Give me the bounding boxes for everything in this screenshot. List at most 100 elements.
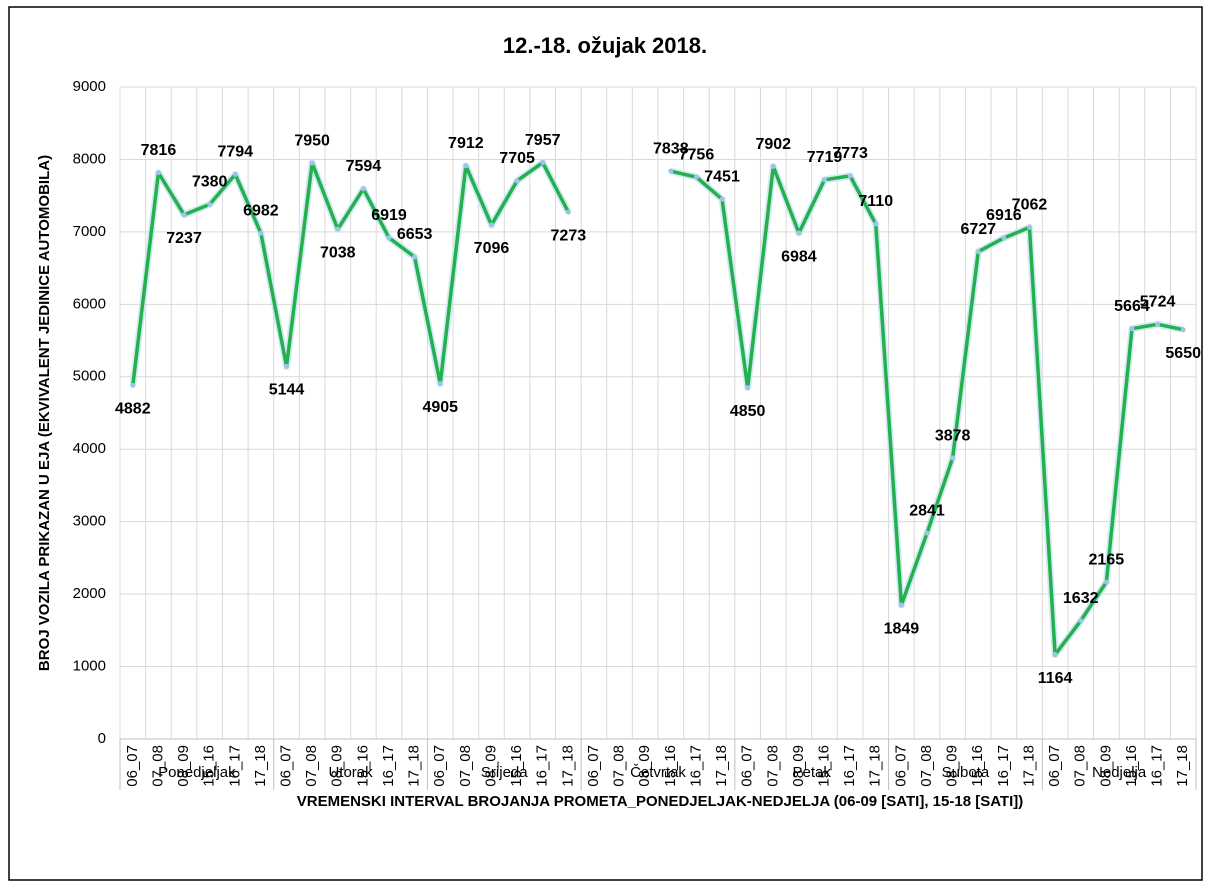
marker [207,201,213,207]
x-tick-label: 06_07 [585,745,602,787]
group-label: Nedjelja [1092,764,1147,781]
chart-title: 12.-18. ožujak 2018. [503,33,707,58]
data-label: 7038 [320,244,356,261]
x-tick-label: 08_09 [329,745,346,787]
data-label: 7794 [217,144,253,161]
marker [488,222,494,228]
group-label: Srijeda [481,764,528,781]
data-label: 7902 [755,136,791,153]
marker [924,530,930,536]
data-label: 7237 [166,230,202,247]
x-tick-label: 08_09 [636,745,653,787]
y-tick-label: 1000 [73,658,106,675]
data-label: 7705 [499,150,535,167]
marker [232,171,238,177]
data-label: 7912 [448,135,484,152]
marker [181,212,187,218]
x-tick-label: 17_18 [559,745,576,787]
data-label: 5144 [269,382,305,399]
x-tick-label: 06_07 [739,745,756,787]
x-tick-label: 16_17 [1149,745,1166,787]
y-tick-label: 4000 [73,440,106,457]
data-label: 5724 [1140,294,1176,311]
chart-border [8,6,1203,881]
x-tick-label: 06_07 [277,745,294,787]
marker [822,177,828,183]
data-label: 7838 [653,140,689,157]
x-tick-label: 16_17 [995,745,1012,787]
data-label: 2841 [909,502,945,519]
data-label: 1849 [884,620,920,637]
x-tick-label: 17_18 [1174,745,1191,787]
x-tick-label: 15_16 [815,745,832,787]
x-tick-label: 07_08 [611,745,628,787]
data-label: 7451 [704,168,740,185]
data-label: 2165 [1089,551,1125,568]
x-tick-label: 15_16 [969,745,986,787]
y-axis-label: BROJ VOZILA PRIKAZAN U EJA (EKVIVALENT J… [36,155,53,671]
marker [796,230,802,236]
marker [284,363,290,369]
x-tick-label: 06_07 [892,745,909,787]
y-tick-label: 9000 [73,78,106,95]
data-label: 6984 [781,248,817,265]
data-label: 7273 [551,227,587,244]
marker [1103,579,1109,585]
marker [847,173,853,179]
x-tick-label: 07_08 [149,745,166,787]
data-label: 7957 [525,132,561,149]
x-tick-label: 16_17 [380,745,397,787]
x-tick-label: 07_08 [764,745,781,787]
data-label: 7950 [294,132,330,149]
x-tick-label: 15_16 [1123,745,1140,787]
data-label: 1164 [1038,670,1073,687]
x-tick-label: 06_07 [1046,745,1063,787]
marker [1180,327,1186,333]
marker [1129,326,1135,332]
data-label: 4905 [422,399,458,416]
marker [514,178,520,184]
marker [130,382,136,388]
marker [873,221,879,227]
data-label: 6916 [986,207,1022,224]
x-tick-label: 08_09 [1097,745,1114,787]
x-tick-label: 06_07 [124,745,141,787]
marker [1026,224,1032,230]
data-label: 1632 [1063,590,1099,607]
marker [155,170,161,176]
x-tick-label: 08_09 [944,745,961,787]
marker [1001,235,1007,241]
data-label: 7110 [858,193,893,210]
marker [360,186,366,192]
x-axis-label: VREMENSKI INTERVAL BROJANJA PROMETA_PONE… [297,793,1024,810]
marker [1052,652,1058,658]
x-tick-label: 16_17 [841,745,858,787]
data-label: 7594 [346,158,382,175]
data-label: 7380 [192,174,228,191]
data-label: 5664 [1114,298,1150,315]
group-label: Utorak [328,764,373,781]
data-label: 7719 [807,149,843,166]
x-tick-label: 15_16 [201,745,218,787]
marker [309,160,315,166]
x-tick-label: 07_08 [918,745,935,787]
marker [1078,618,1084,624]
x-tick-label: 15_16 [662,745,679,787]
y-tick-label: 0 [98,730,106,747]
marker [565,209,571,215]
marker [335,226,341,232]
marker [719,196,725,202]
marker [770,164,776,170]
y-tick-label: 7000 [73,223,106,240]
data-label: 7816 [141,142,177,159]
group-label: Subota [942,764,990,781]
x-tick-label: 17_18 [406,745,423,787]
x-tick-label: 06_07 [431,745,448,787]
group-label: Ponedjeljak [158,764,236,781]
data-label: 6919 [371,207,407,224]
x-tick-label: 08_09 [482,745,499,787]
data-label: 5650 [1165,345,1201,362]
x-tick-label: 08_09 [790,745,807,787]
marker [745,385,751,391]
